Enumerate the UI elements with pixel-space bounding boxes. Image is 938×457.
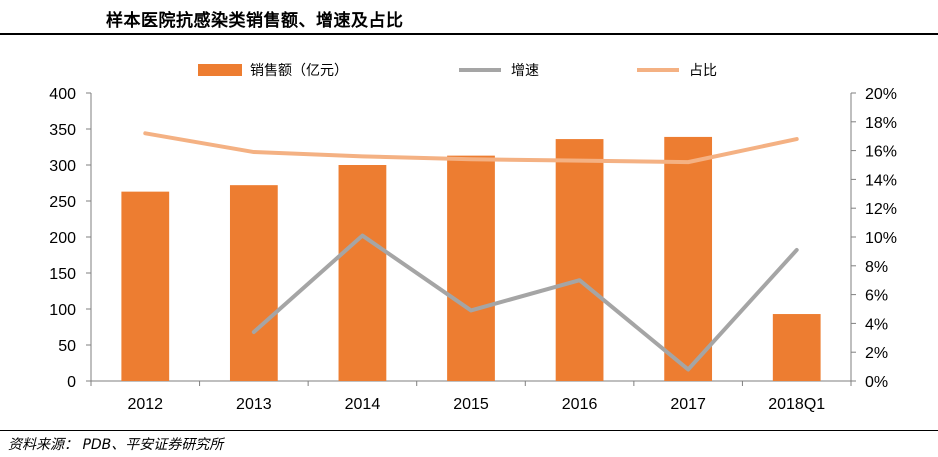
- right-axis-tick-label: 16%: [865, 144, 897, 161]
- right-axis-tick-label: 6%: [865, 288, 888, 305]
- right-axis-tick-label: 14%: [865, 172, 897, 189]
- legend-label: 占比: [689, 62, 717, 78]
- legend-swatch: [198, 64, 242, 76]
- right-axis-tick-label: 20%: [865, 86, 897, 103]
- left-axis-tick-label: 0: [67, 374, 76, 391]
- series-line: [143, 131, 799, 165]
- left-axis-tick-label: 200: [49, 230, 76, 247]
- right-axis-tick-label: 4%: [865, 316, 888, 333]
- x-axis-tick-label: 2018Q1: [768, 396, 825, 413]
- legend-label: 销售额（亿元）: [250, 62, 348, 78]
- x-axis-tick-label: 2014: [345, 396, 381, 413]
- right-axis-tick-label: 10%: [865, 230, 897, 247]
- chart-title: 样本医院抗感染类销售额、增速及占比: [106, 11, 404, 31]
- source-note: 资料来源： PDB、平安证券研究所: [8, 437, 224, 453]
- left-axis-tick-label: 350: [49, 122, 76, 139]
- right-axis-tick-label: 0%: [865, 374, 888, 391]
- series-line: [251, 233, 799, 372]
- left-axis-tick-label: 100: [49, 302, 76, 319]
- legend-label: 增速: [511, 62, 539, 78]
- left-axis-tick-label: 300: [49, 158, 76, 175]
- chart-area: 0 50 100 150 200 250 300 350 400 0% 2% 4% 6% 8% 10% 12%…: [49, 62, 897, 413]
- left-axis-tick-label: 150: [49, 266, 76, 283]
- right-axis-tick-label: 12%: [865, 201, 897, 218]
- source-rule: [0, 430, 938, 431]
- x-axis-tick-label: 2017: [670, 396, 706, 413]
- right-axis-tick-label: 8%: [865, 259, 888, 276]
- title-rule: [0, 33, 938, 35]
- bar: [772, 314, 821, 381]
- bar: [121, 191, 170, 381]
- left-axis-tick-label: 50: [58, 338, 76, 355]
- x-axis-tick-label: 2016: [562, 396, 598, 413]
- bar: [229, 185, 278, 381]
- bar: [447, 155, 495, 381]
- bar: [555, 139, 604, 381]
- bar: [338, 165, 387, 381]
- right-axis-tick-label: 18%: [865, 115, 897, 132]
- left-axis-tick-label: 250: [49, 194, 76, 211]
- left-axis-tick-label: 400: [49, 86, 76, 103]
- bar: [664, 136, 713, 381]
- x-axis-tick-label: 2013: [236, 396, 272, 413]
- x-axis-tick-label: 2015: [453, 396, 489, 413]
- right-axis-tick-label: 2%: [865, 345, 888, 362]
- x-axis-tick-label: 2012: [127, 396, 163, 413]
